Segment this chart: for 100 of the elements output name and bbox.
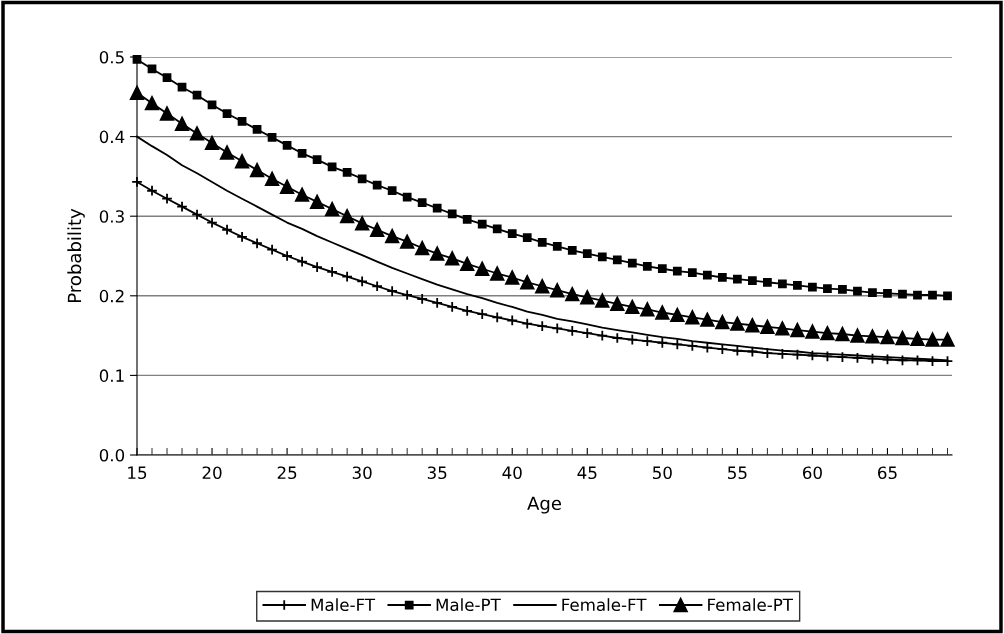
point: [535, 279, 550, 294]
point: [475, 261, 490, 276]
point: [881, 353, 894, 366]
point: [551, 322, 564, 335]
point: [670, 307, 685, 323]
y-tick-label: 0.5: [99, 50, 124, 64]
point: [294, 187, 310, 202]
point: [687, 268, 697, 278]
point: [715, 314, 730, 330]
y-tick-label: 0.3: [99, 210, 124, 223]
point: [477, 219, 487, 229]
point: [505, 270, 520, 285]
point: [252, 125, 262, 134]
point: [191, 208, 203, 221]
point: [369, 222, 385, 237]
y-axis-title: Probability: [67, 208, 85, 302]
point: [640, 302, 655, 317]
point: [386, 285, 398, 297]
point: [279, 179, 295, 194]
point: [206, 216, 218, 229]
point: [341, 270, 353, 283]
point: [281, 250, 293, 262]
x-tick-label: 15: [128, 466, 147, 480]
point: [820, 326, 835, 341]
point: [940, 332, 955, 347]
point: [928, 290, 937, 300]
legend-label: Female-PT: [708, 598, 794, 612]
point: [925, 332, 940, 347]
point: [415, 240, 430, 256]
point: [627, 258, 637, 268]
point: [491, 311, 503, 324]
point: [582, 249, 592, 258]
point: [910, 331, 925, 346]
point: [222, 109, 232, 118]
point: [597, 252, 607, 262]
x-tick-label: 25: [277, 466, 297, 480]
point: [805, 324, 820, 339]
point: [520, 275, 535, 290]
point: [745, 318, 760, 333]
point: [880, 330, 895, 345]
point: [913, 290, 922, 300]
point: [385, 228, 400, 244]
point: [943, 291, 952, 301]
point: [883, 289, 892, 298]
point: [387, 186, 397, 196]
legend-label: Female-FT: [562, 598, 647, 612]
y-tick-label: 0.4: [99, 130, 125, 144]
point: [402, 192, 412, 202]
x-tick-label: 40: [502, 466, 522, 480]
point: [264, 171, 280, 186]
point: [896, 354, 909, 367]
point: [326, 266, 338, 278]
point: [625, 299, 640, 315]
point: [219, 145, 235, 160]
point: [431, 297, 443, 309]
point: [550, 283, 565, 298]
point: [354, 216, 370, 231]
point: [808, 282, 817, 292]
point: [911, 354, 924, 367]
point: [447, 209, 457, 219]
point: [595, 293, 610, 308]
point: [657, 264, 667, 274]
point: [835, 326, 850, 342]
point: [836, 351, 849, 363]
point: [537, 238, 547, 247]
point: [850, 328, 865, 343]
point: [748, 276, 757, 286]
point: [282, 140, 292, 150]
point: [521, 317, 534, 330]
point: [700, 312, 715, 327]
point: [732, 274, 742, 284]
x-tick-label: 65: [878, 466, 897, 480]
y-tick-label: 0.0: [99, 448, 125, 462]
point: [221, 223, 233, 236]
point: [685, 310, 700, 325]
point: [146, 184, 158, 197]
x-tick-label: 35: [427, 466, 447, 480]
point: [311, 261, 323, 273]
point: [838, 285, 847, 294]
point: [144, 96, 160, 111]
point: [580, 290, 595, 305]
point: [672, 266, 682, 276]
point: [372, 180, 382, 190]
point: [898, 289, 907, 299]
point: [159, 106, 175, 121]
point: [506, 314, 518, 327]
x-tick-label: 45: [577, 466, 597, 480]
point: [432, 203, 442, 213]
point: [641, 335, 654, 347]
point: [237, 117, 247, 126]
point: [671, 338, 684, 351]
point: [312, 155, 322, 165]
point: [162, 73, 172, 83]
point: [791, 348, 804, 361]
point: [356, 275, 368, 288]
point: [730, 316, 745, 331]
point: [642, 261, 652, 271]
point: [610, 296, 625, 311]
point: [129, 85, 145, 100]
point: [793, 281, 802, 290]
